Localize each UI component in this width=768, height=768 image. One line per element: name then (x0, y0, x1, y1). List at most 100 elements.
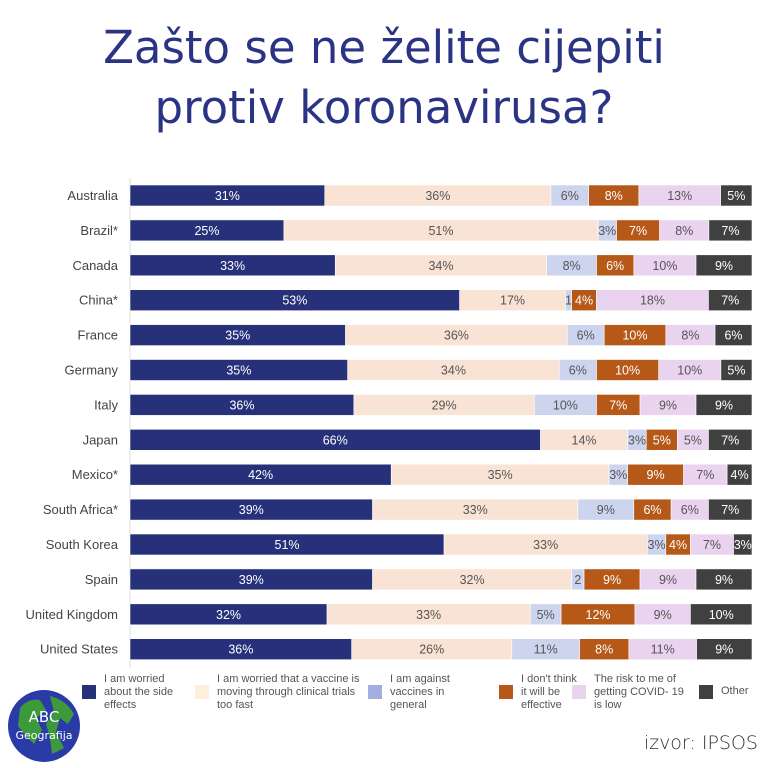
logo-text-geografija: Geografija (16, 729, 73, 742)
bar-segment (726, 463, 753, 486)
bar-segment (708, 289, 753, 311)
legend-label: Other (721, 685, 749, 698)
bar-segment (708, 429, 753, 451)
legend-label-line: it will be (521, 686, 561, 698)
legend-swatch (699, 685, 713, 699)
category-label: United States (40, 642, 119, 657)
bar-segment (720, 359, 753, 381)
category-label: Brazil* (80, 223, 118, 238)
data-label: 32% (460, 573, 485, 587)
chart-title: Zašto se ne želite cijepiti protiv korona… (0, 18, 768, 138)
data-label: 53% (282, 294, 307, 308)
data-label: 33% (220, 259, 245, 273)
legend-swatch (195, 685, 209, 699)
title-line-1: Zašto se ne želite cijepiti (103, 21, 665, 74)
legend-swatch (368, 685, 382, 699)
data-label: 4% (669, 538, 687, 552)
data-label: 3% (598, 224, 616, 238)
legend-item: I am against vaccines in general (368, 673, 450, 712)
legend-label: The risk to me of getting COVID- 19 is low (594, 673, 684, 712)
data-label: 12% (586, 608, 611, 622)
data-label: 51% (428, 224, 453, 238)
data-label: 4% (575, 294, 593, 308)
data-label: 3% (648, 538, 666, 552)
data-label: 5% (684, 433, 702, 447)
data-label: 11% (534, 643, 558, 657)
data-label: 14% (572, 433, 597, 447)
bar-segment (695, 254, 753, 277)
data-label: 11% (651, 643, 675, 657)
data-label: 10% (615, 364, 640, 378)
logo-text-abc: ABC (29, 708, 60, 726)
category-label: Australia (67, 188, 118, 203)
abc-geografija-logo: ABC Geografija (8, 690, 80, 762)
data-label: 32% (216, 608, 241, 622)
category-label: South Korea (46, 537, 119, 552)
data-label: 8% (681, 329, 699, 343)
data-label: 34% (441, 364, 466, 378)
data-label: 36% (425, 189, 450, 203)
data-label: 6% (724, 329, 742, 343)
data-label: 39% (239, 573, 264, 587)
title-line-2: protiv koronavirusa? (154, 81, 614, 134)
data-label: 36% (444, 329, 469, 343)
bar-segment (690, 603, 753, 626)
data-label: 9% (654, 608, 672, 622)
data-label: 7% (721, 503, 739, 517)
data-label: 5% (537, 608, 555, 622)
category-label: Italy (94, 397, 118, 412)
data-label: 6% (561, 189, 579, 203)
data-label: 9% (715, 398, 733, 412)
data-label: 66% (323, 433, 348, 447)
data-label: 39% (239, 503, 264, 517)
data-label: 7% (629, 224, 647, 238)
data-label: 7% (703, 538, 721, 552)
legend-label-line: moving through clinical trials (217, 686, 356, 698)
data-label: 3% (628, 433, 646, 447)
data-label: 8% (595, 643, 613, 657)
data-label: 33% (463, 503, 488, 517)
data-label: 10% (709, 608, 734, 622)
data-label: 26% (419, 643, 444, 657)
data-label: 6% (577, 329, 595, 343)
data-label: 10% (622, 329, 647, 343)
data-label: 9% (715, 643, 733, 657)
data-label: 9% (597, 503, 615, 517)
legend-label-line: I am worried (104, 673, 165, 685)
category-label: Germany (65, 363, 119, 378)
legend-swatch (572, 685, 586, 699)
category-label: Mexico* (72, 467, 118, 482)
data-label: 5% (727, 189, 745, 203)
data-label: 7% (721, 433, 739, 447)
legend-swatch (499, 685, 513, 699)
legend-item: I am worried about the side effects (82, 673, 173, 712)
data-label: 9% (715, 573, 733, 587)
data-label: 3% (734, 538, 752, 552)
data-label: 8% (563, 259, 581, 273)
data-label: 33% (533, 538, 558, 552)
category-label: France (78, 328, 118, 343)
data-label: 31% (215, 189, 240, 203)
data-label: 8% (605, 189, 623, 203)
category-label: Spain (85, 572, 118, 587)
data-label: 9% (659, 398, 677, 412)
bar-segment (720, 184, 753, 207)
legend: I am worried about the side effects I am wo… (82, 673, 768, 723)
legend-label: I am worried about the side effects (104, 673, 173, 712)
bar-segment (695, 394, 753, 416)
legend-item: I don't think it will be effective (499, 673, 577, 712)
data-label: 8% (675, 224, 693, 238)
data-label: 1 (565, 294, 572, 308)
data-label: 7% (721, 294, 739, 308)
legend-label-line: too fast (217, 699, 254, 711)
data-label: 6% (569, 364, 587, 378)
bar-segment (696, 638, 753, 661)
category-label: South Africa* (43, 502, 118, 517)
data-label: 4% (731, 468, 749, 482)
data-label: 9% (647, 468, 665, 482)
legend-label-line: effects (104, 699, 137, 711)
data-label: 34% (428, 259, 453, 273)
data-label: 9% (603, 573, 621, 587)
data-label: 36% (228, 643, 253, 657)
legend-label-line: I don't think (521, 673, 577, 685)
